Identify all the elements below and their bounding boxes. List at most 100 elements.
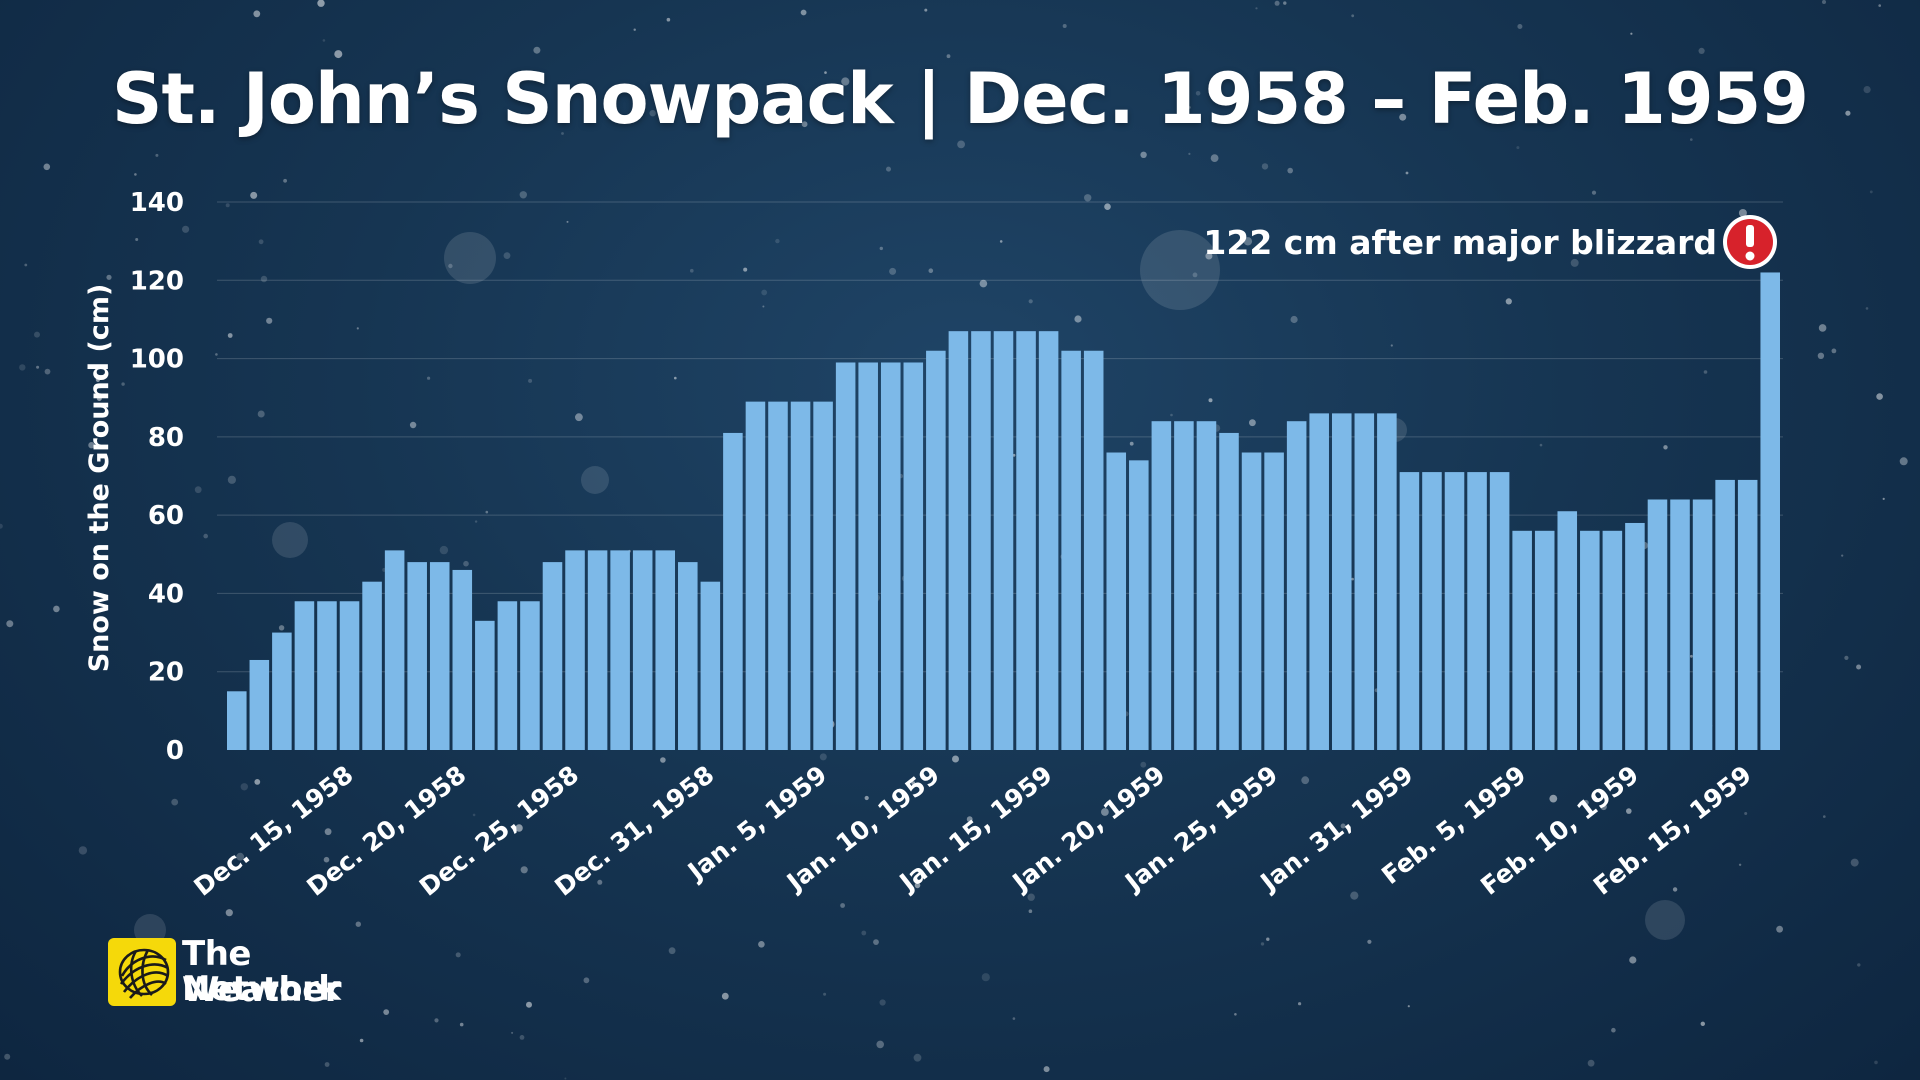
chart-title: St. John’s Snowpack | Dec. 1958 – Feb. 1… <box>112 58 1809 140</box>
bar <box>880 362 901 750</box>
snowflake <box>463 560 469 567</box>
bar <box>362 581 382 750</box>
snowflake <box>690 268 694 273</box>
snowflake <box>1863 86 1871 94</box>
snowflake <box>474 520 478 523</box>
snowflake <box>999 240 1003 243</box>
snowflake <box>322 39 326 42</box>
snowflake <box>1591 190 1597 195</box>
snowflake <box>564 1077 567 1080</box>
bar <box>1647 499 1668 750</box>
snowflake <box>409 421 417 429</box>
snowflake <box>1249 419 1256 427</box>
snowflake <box>1298 1002 1302 1006</box>
snowflake <box>1028 299 1033 304</box>
bar <box>971 331 991 750</box>
snowflake <box>1301 776 1310 785</box>
snowflake <box>455 952 461 958</box>
snowflake <box>946 54 951 59</box>
bar <box>587 550 608 750</box>
snowflake <box>106 274 112 280</box>
snowflake <box>528 378 533 383</box>
snowflake <box>1703 370 1708 374</box>
snowflake-blurred <box>272 522 308 558</box>
snowflake <box>324 1062 330 1067</box>
snowflake <box>258 239 264 245</box>
bar <box>1016 331 1036 750</box>
bar <box>1038 331 1059 750</box>
snowflake <box>841 77 850 86</box>
snowflake <box>96 396 102 401</box>
bar <box>1309 413 1329 750</box>
snowflake <box>1405 171 1409 175</box>
snowflake <box>1845 110 1851 116</box>
snowflake <box>1028 909 1033 913</box>
snowflake <box>459 1022 464 1027</box>
bar <box>1061 350 1081 750</box>
snowflake <box>1195 91 1201 96</box>
snowflake <box>914 882 921 889</box>
snowflake <box>1698 47 1705 55</box>
snowflake <box>194 486 202 494</box>
bar <box>294 601 315 750</box>
snowflake <box>1630 32 1633 35</box>
snowflake <box>278 625 285 631</box>
bar <box>1331 413 1352 750</box>
snowflake <box>1243 237 1253 246</box>
snowflake <box>1140 761 1147 768</box>
snowflake <box>1744 812 1748 815</box>
bar <box>745 401 766 750</box>
snowflake <box>1062 24 1067 28</box>
snowflake <box>1479 792 1486 799</box>
snowflake <box>257 410 265 418</box>
snowflake <box>864 795 869 801</box>
snowflake <box>383 1009 390 1015</box>
snowflake <box>1700 1021 1706 1026</box>
snowflake <box>1878 4 1881 7</box>
snowflake <box>1539 443 1543 447</box>
the-weather-network-logo: The Weather Network <box>108 936 408 1010</box>
snowflake <box>840 903 845 908</box>
bar <box>565 550 585 750</box>
bar <box>1422 472 1442 750</box>
snowflake <box>1690 654 1693 658</box>
bar <box>1129 460 1149 750</box>
snowflake <box>515 824 523 832</box>
snowflake <box>1170 413 1173 417</box>
bar <box>1151 421 1172 750</box>
snowflake <box>824 71 827 74</box>
y-tick-label: 60 <box>148 501 184 531</box>
snowflake <box>1882 497 1885 500</box>
exclamation-icon <box>1723 215 1777 269</box>
snowflake <box>886 166 891 172</box>
y-axis-label: Snow on the Ground (cm) <box>84 284 115 673</box>
snowflake <box>674 376 677 380</box>
snowflake <box>155 153 159 157</box>
snowflake <box>1407 1005 1410 1008</box>
snowflake <box>761 289 768 296</box>
snowflake <box>1188 106 1191 109</box>
snowflake <box>861 930 867 936</box>
bar <box>497 601 518 750</box>
snowflake <box>1340 823 1346 829</box>
bar <box>1467 472 1487 750</box>
snowflake <box>1274 0 1280 6</box>
bar <box>520 601 540 750</box>
bar <box>1174 421 1194 750</box>
snowflake <box>227 333 233 338</box>
bar <box>700 581 721 750</box>
snowflake <box>519 191 527 199</box>
snowflake <box>913 1053 922 1062</box>
bar <box>768 401 788 750</box>
bar <box>926 350 946 750</box>
snowflake <box>927 109 933 115</box>
logo-text-line1: The Weather <box>182 934 342 1010</box>
snowflake <box>1192 272 1198 278</box>
snowflake <box>981 973 990 982</box>
snowflake <box>250 191 258 199</box>
snowflake <box>511 1031 514 1034</box>
snowflake <box>503 252 511 259</box>
bar <box>1196 421 1217 750</box>
snowflake <box>266 317 273 324</box>
snowflake <box>566 220 569 223</box>
